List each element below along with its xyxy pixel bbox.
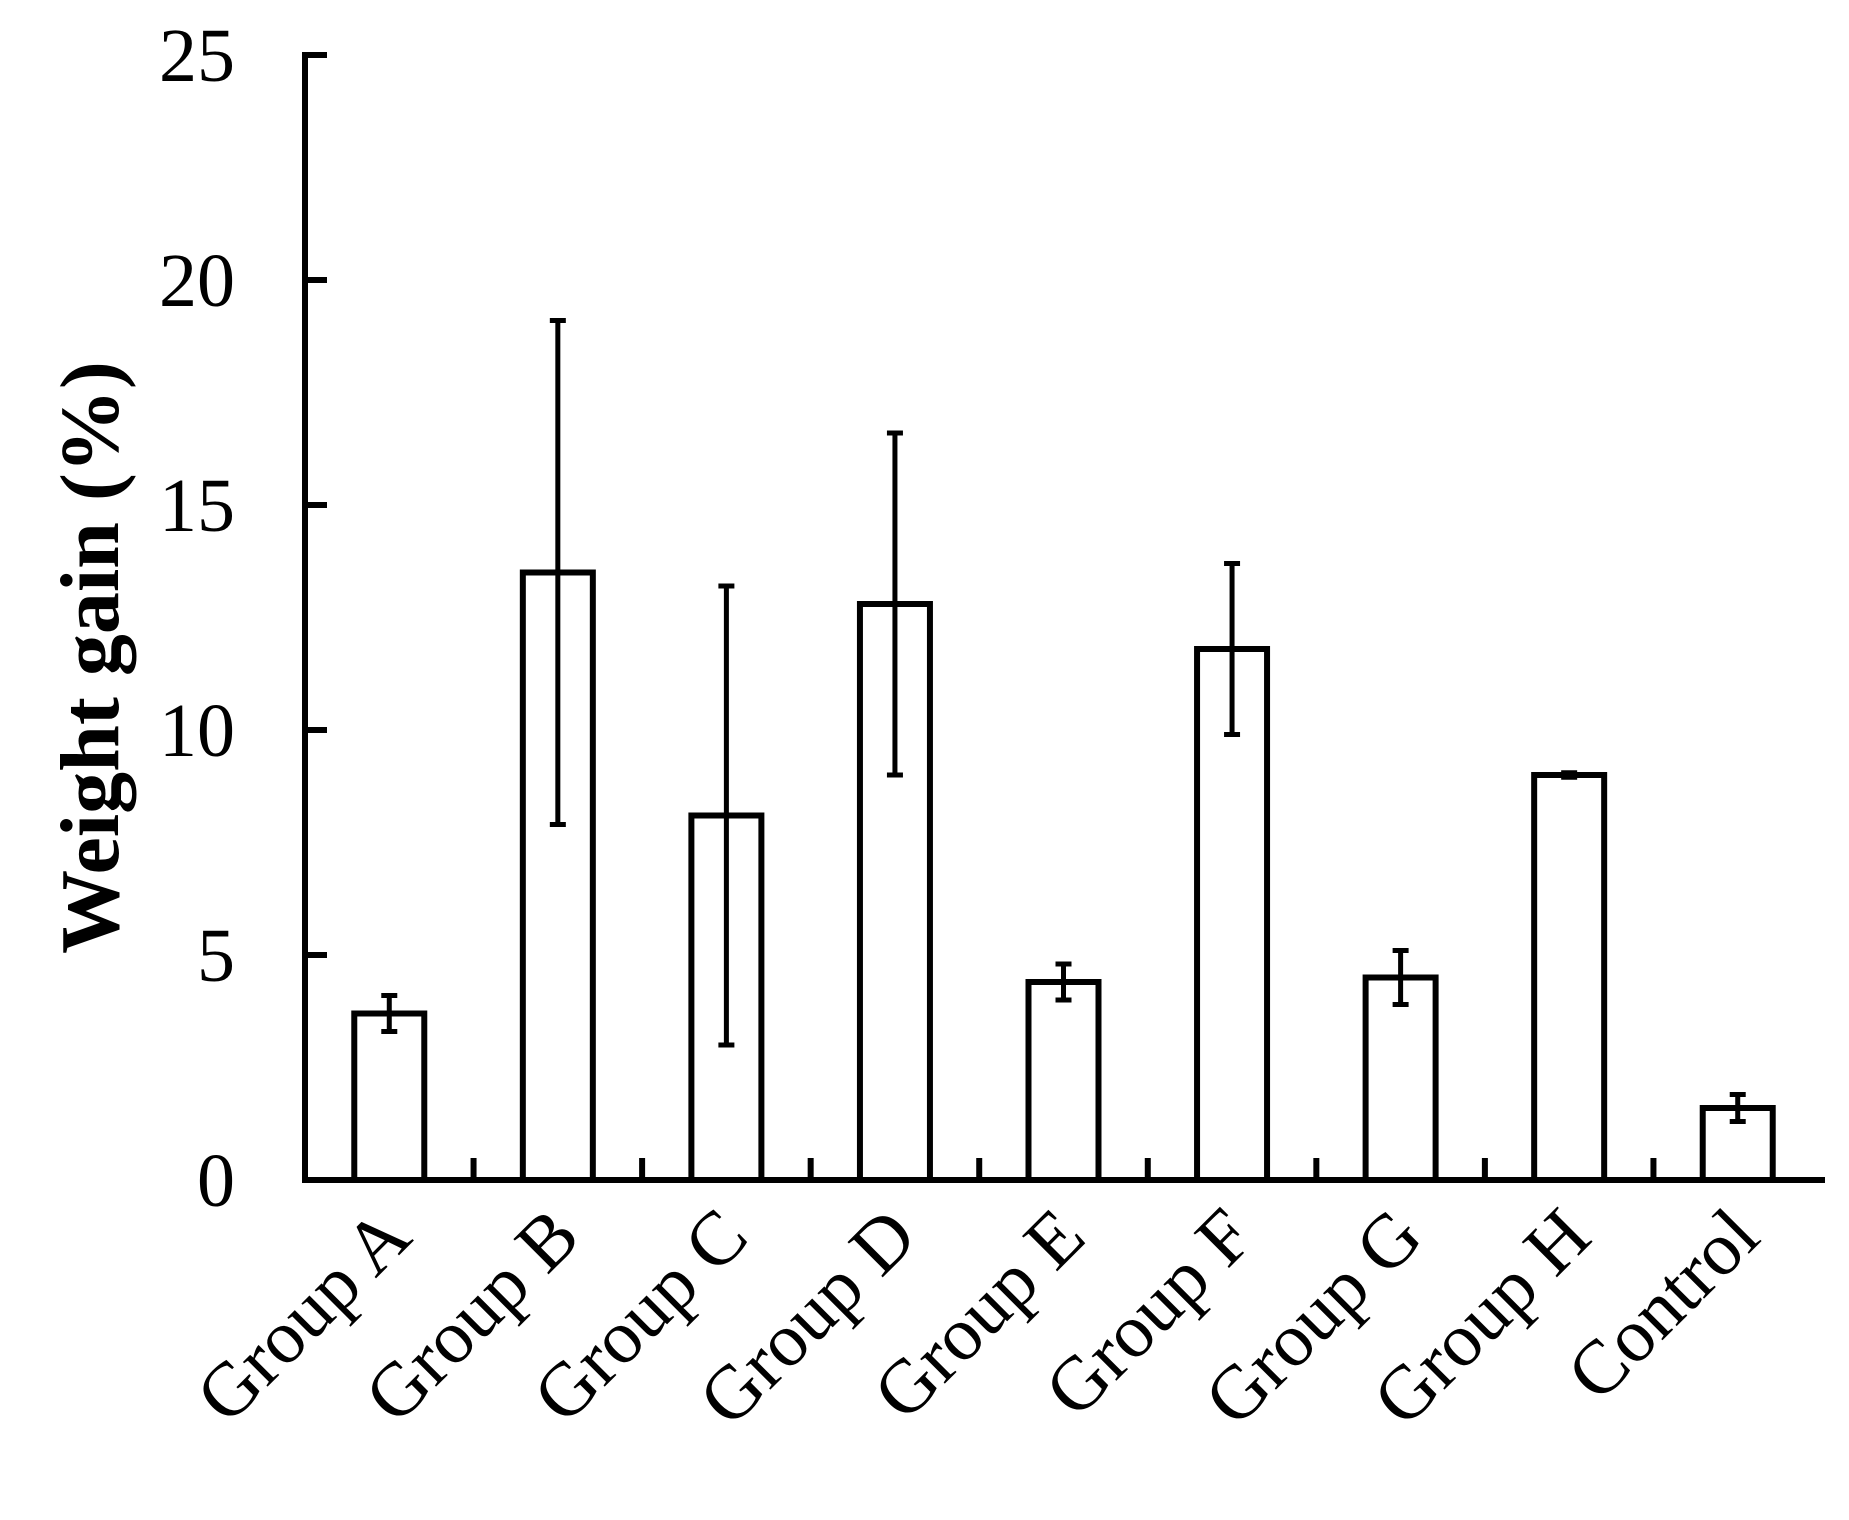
y-tick-label: 10 (159, 689, 235, 773)
x-tick-label: Control (1551, 1193, 1775, 1417)
y-axis-title: Weight gain (%) (44, 361, 137, 954)
y-tick-label: 25 (159, 14, 235, 98)
bars-layer (351, 318, 1776, 1183)
bar (1025, 979, 1102, 1183)
y-ticks: 0 5 10 15 20 25 (159, 14, 327, 1223)
axes-layer (302, 52, 1825, 1183)
y-tick-label: 20 (159, 239, 235, 323)
y-tick-label: 15 (159, 464, 235, 548)
y-tick-label: 0 (197, 1139, 235, 1223)
x-ticks (470, 1158, 1657, 1180)
bar (351, 1010, 428, 1183)
y-tick-label: 5 (197, 914, 235, 998)
bar (1362, 974, 1439, 1183)
bar (1531, 772, 1608, 1183)
bar (1194, 646, 1271, 1183)
